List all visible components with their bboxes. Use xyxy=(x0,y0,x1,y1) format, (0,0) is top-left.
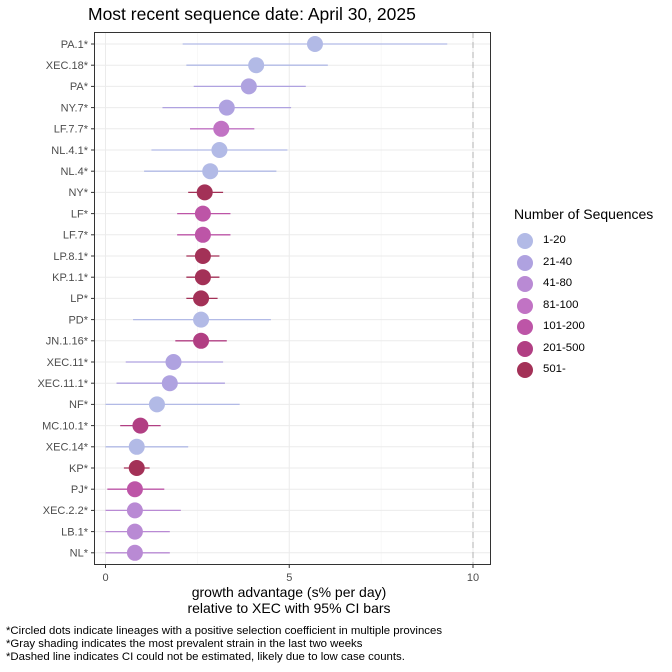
data-point xyxy=(126,481,143,498)
y-tick-label: LF.7* xyxy=(63,230,89,242)
legend-swatch xyxy=(517,319,533,335)
y-tick-label: LP* xyxy=(70,293,88,305)
y-tick-label: XEC.11* xyxy=(47,357,89,369)
y-tick-label: NF* xyxy=(69,399,89,411)
legend-item: 501- xyxy=(514,360,653,382)
x-tick-label: 5 xyxy=(286,572,292,584)
legend-item: 101-200 xyxy=(514,317,653,339)
data-point xyxy=(126,523,143,540)
data-point xyxy=(196,184,213,201)
y-tick-label: PA* xyxy=(70,81,89,93)
y-tick-label: XEC.2.2* xyxy=(43,505,89,517)
legend-item: 1-20 xyxy=(514,231,653,253)
legend-swatch xyxy=(517,297,533,314)
data-point xyxy=(132,417,149,434)
y-tick-label: PD* xyxy=(68,314,88,326)
data-point xyxy=(126,544,143,561)
legend-label: 21-40 xyxy=(543,255,573,268)
data-point xyxy=(148,396,165,413)
y-tick-label: LF* xyxy=(71,208,89,220)
legend-swatch xyxy=(517,233,533,249)
y-tick-label: LB.1* xyxy=(61,526,89,538)
y-tick-label: XEC.18* xyxy=(46,60,89,72)
y-tick-label: NL.4* xyxy=(60,166,88,178)
legend-swatch xyxy=(517,340,533,357)
data-point xyxy=(193,290,210,307)
legend-label: 101-200 xyxy=(543,320,585,332)
data-point xyxy=(128,438,145,455)
legend-item: 201-500 xyxy=(514,339,653,361)
footnote: *Gray shading indicates the most prevale… xyxy=(6,638,363,650)
data-point xyxy=(165,354,182,370)
data-point xyxy=(193,332,210,349)
footnote: *Dashed line indicates CI could not be e… xyxy=(6,651,405,663)
y-tick-label: XEC.11.1* xyxy=(37,378,88,390)
data-point xyxy=(213,120,230,137)
plot-border xyxy=(94,32,491,565)
y-tick-label: NY.7* xyxy=(61,102,89,114)
y-tick-label: MC.10.1* xyxy=(42,420,89,432)
data-point xyxy=(193,311,210,328)
data-point xyxy=(240,78,257,95)
data-point xyxy=(202,163,219,180)
legend-item: 41-80 xyxy=(514,274,653,296)
y-tick-label: NY* xyxy=(68,187,88,199)
y-tick-label: XEC.14* xyxy=(46,442,89,454)
y-tick-label: KP.1.1* xyxy=(52,272,89,284)
data-point xyxy=(194,248,211,264)
y-tick-label: LF.7.7* xyxy=(54,124,89,136)
y-tick-label: KP* xyxy=(69,463,89,475)
data-point xyxy=(194,226,211,243)
legend-items: 1-20 21-40 41-80 81-100 101-200 201-500 501- xyxy=(514,231,653,382)
y-tick-label: NL.4.1* xyxy=(51,145,88,157)
legend-label: 41-80 xyxy=(543,277,573,289)
data-point xyxy=(128,460,145,476)
y-tick-label: NL* xyxy=(70,548,89,560)
x-tick-label: 0 xyxy=(102,572,108,584)
legend-label: 501- xyxy=(543,363,566,375)
legend-item: 21-40 xyxy=(514,253,653,275)
y-tick-label: JN.1.16* xyxy=(46,336,89,348)
x-axis-label: growth advantage (s% per day) relative t… xyxy=(105,584,473,616)
x-tick-label: 10 xyxy=(467,572,479,584)
legend-label: 201-500 xyxy=(543,341,585,354)
footnotes: *Circled dots indicate lineages with a p… xyxy=(6,625,442,664)
data-point xyxy=(194,205,211,222)
legend-title: Number of Sequences xyxy=(514,206,654,222)
x-axis-label-line-1: growth advantage (s% per day) xyxy=(191,584,387,600)
legend-label: 1-20 xyxy=(543,234,566,246)
legend-swatch xyxy=(517,276,533,292)
y-tick-label: PA.1* xyxy=(61,39,89,51)
data-point xyxy=(248,57,265,74)
legend-swatch xyxy=(517,362,533,378)
y-tick-label: PJ* xyxy=(71,484,89,496)
legend-item: 81-100 xyxy=(514,296,653,318)
legend-swatch xyxy=(517,254,533,271)
data-point xyxy=(218,99,235,116)
x-axis-label-line-2: relative to XEC with 95% CI bars xyxy=(187,600,391,616)
data-point xyxy=(194,269,211,286)
legend: Number of Sequences 1-20 21-40 41-80 81-100… xyxy=(514,206,653,382)
legend-label: 81-100 xyxy=(543,298,579,311)
data-point xyxy=(126,502,143,519)
y-tick-label: LP.8.1* xyxy=(53,251,88,263)
chart-title: Most recent sequence date: April 30, 202… xyxy=(88,4,416,24)
footnote: *Circled dots indicate lineages with a p… xyxy=(6,625,443,637)
data-point xyxy=(211,142,228,158)
data-point xyxy=(161,375,178,392)
data-point xyxy=(306,36,323,52)
